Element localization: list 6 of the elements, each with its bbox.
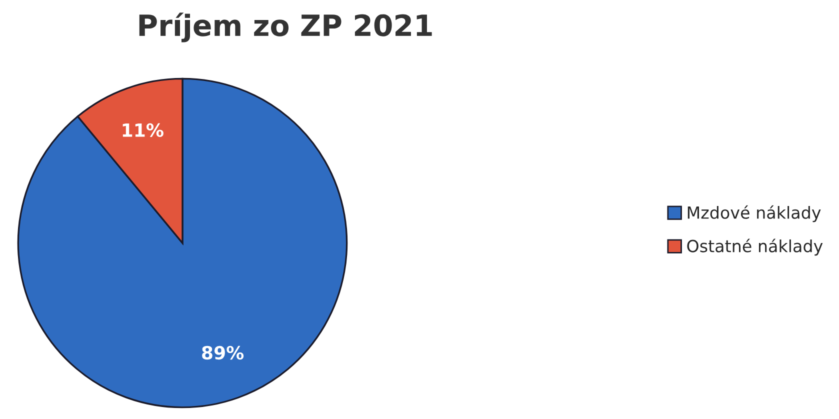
legend-label: Ostatné náklady: [687, 238, 823, 256]
pie-slice: [17, 78, 348, 408]
chart-title: Príjem zo ZP 2021: [139, 12, 432, 42]
data-label: 11%: [122, 123, 164, 137]
legend-label: Mzdové náklady: [688, 205, 821, 222]
data-label: 89%: [202, 346, 244, 360]
